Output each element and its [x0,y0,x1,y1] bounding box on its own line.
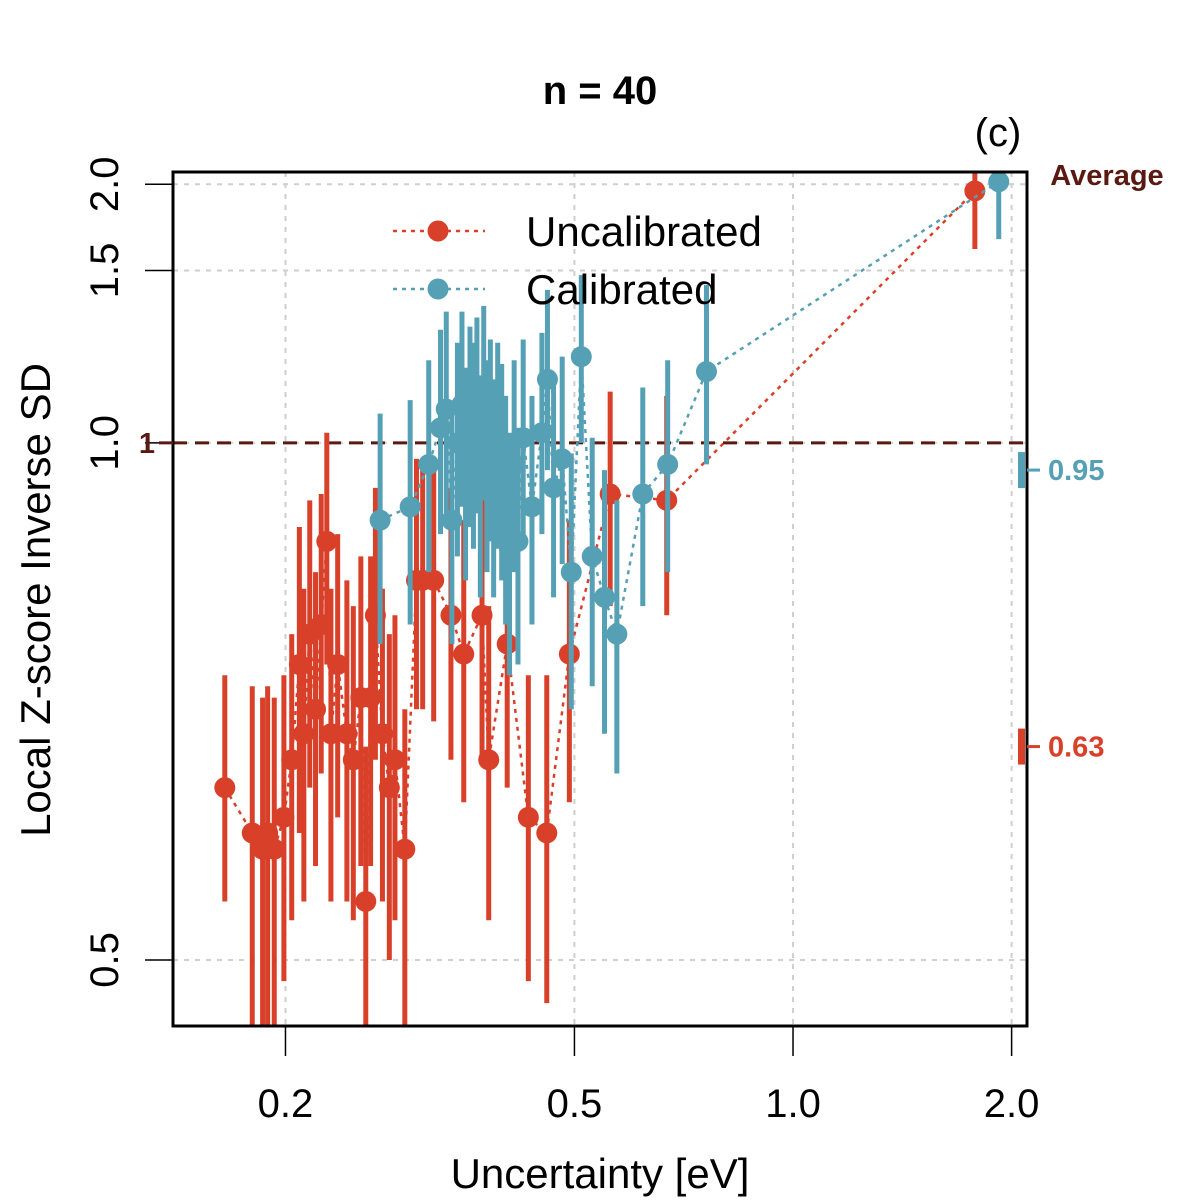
legend: Uncalibrated Calibrated [393,208,762,313]
average-bar-uncalibrated [1018,728,1025,765]
uncalibrated-point [305,698,327,720]
calibrated-point [473,389,495,411]
uncalibrated-point [384,749,406,771]
calibrated-point [430,417,452,439]
x-tick-label: 1.0 [765,1082,821,1126]
calibrated-point [536,368,558,390]
average-value-calibrated: 0.95 [1048,455,1104,487]
uncalibrated-point [371,723,393,745]
uncalibrated-point [241,822,263,844]
calibrated-point [462,432,484,454]
calibrated-point [503,453,525,475]
average-bar-calibrated [1018,452,1025,489]
calibrated-point [593,586,615,608]
uncalibrated-point [257,822,279,844]
x-axis-label: Uncertainty [eV] [451,1150,750,1197]
y-tick-label: 1.5 [83,243,127,299]
uncalibrated-point [536,822,558,844]
uncalibrated-point [263,838,285,860]
average-label: Average [1050,160,1163,192]
calibrated-point [399,496,421,518]
calibrated-point [369,509,391,531]
legend-marker-uncalibrated [427,220,449,242]
calibrated-point [543,477,565,499]
calibrated-point [606,623,628,645]
calibrated-point [418,453,440,475]
uncalibrated-point [471,604,493,626]
calibrated-point [446,432,468,454]
calibrated-point [551,448,573,470]
x-tick-label: 0.5 [547,1082,603,1126]
y-tick-label: 2.0 [83,157,127,213]
series-uncalibrated [214,172,986,1026]
uncalibrated-point [293,723,315,745]
uncalibrated-point [288,653,310,675]
reference-label: 1 [139,428,155,460]
calibrated-point [441,509,463,531]
y-tick-label: 0.5 [83,932,127,988]
x-tick-label: 2.0 [984,1082,1040,1126]
uncalibrated-point [327,653,349,675]
legend-label-uncalibrated: Uncalibrated [526,208,762,255]
calibrated-point [512,427,534,449]
axes: 0.2 0.5 1.0 2.0 0.5 1.0 1.5 2.0 1 [83,157,1039,1126]
uncalibrated-point [316,530,338,552]
average-value-uncalibrated: 0.63 [1048,732,1104,764]
series-group [214,171,1010,1026]
uncalibrated-point [517,806,539,828]
uncalibrated-point [281,749,303,771]
uncalibrated-point [360,687,382,709]
uncalibrated-point [310,614,332,636]
uncalibrated-point [394,838,416,860]
uncalibrated-point [355,890,377,912]
y-axis-label: Local Z-score Inverse SD [12,363,59,837]
calibrated-point [581,545,603,567]
uncalibrated-point [342,749,364,771]
calibrated-point [657,453,679,475]
uncalibrated-point [453,643,475,665]
uncalibrated-point [423,569,445,591]
calibrated-point [455,459,477,481]
panel-label: (c) [975,111,1022,155]
plot-frame [171,170,1029,1028]
uncalibrated-point [336,723,358,745]
uncalibrated-point [378,777,400,799]
uncalibrated-point [964,180,986,202]
calibrated-point [560,561,582,583]
calibrated-point [487,432,509,454]
calibrated-point [695,361,717,383]
y-tick-label: 1.0 [83,415,127,471]
calibrated-point [507,530,529,552]
legend-label-calibrated: Calibrated [526,266,717,313]
calibrated-point [521,496,543,518]
calibrated-point [570,346,592,368]
legend-marker-calibrated [427,278,449,300]
average-markers: 0.95 0.63 [1018,452,1104,765]
uncalibrated-point [364,604,386,626]
uncalibrated-line [223,190,976,902]
uncalibrated-point [478,749,500,771]
uncalibrated-point [273,806,295,828]
calibrated-point [495,496,517,518]
series-calibrated [369,171,1010,774]
x-tick-label: 0.2 [258,1082,314,1126]
calibrated-point [531,422,553,444]
calibrated-point [988,171,1010,193]
calibrated-point [632,483,654,505]
uncalibrated-point [214,777,236,799]
chart-title: n = 40 [543,69,658,113]
uncalibrated-point [320,723,342,745]
